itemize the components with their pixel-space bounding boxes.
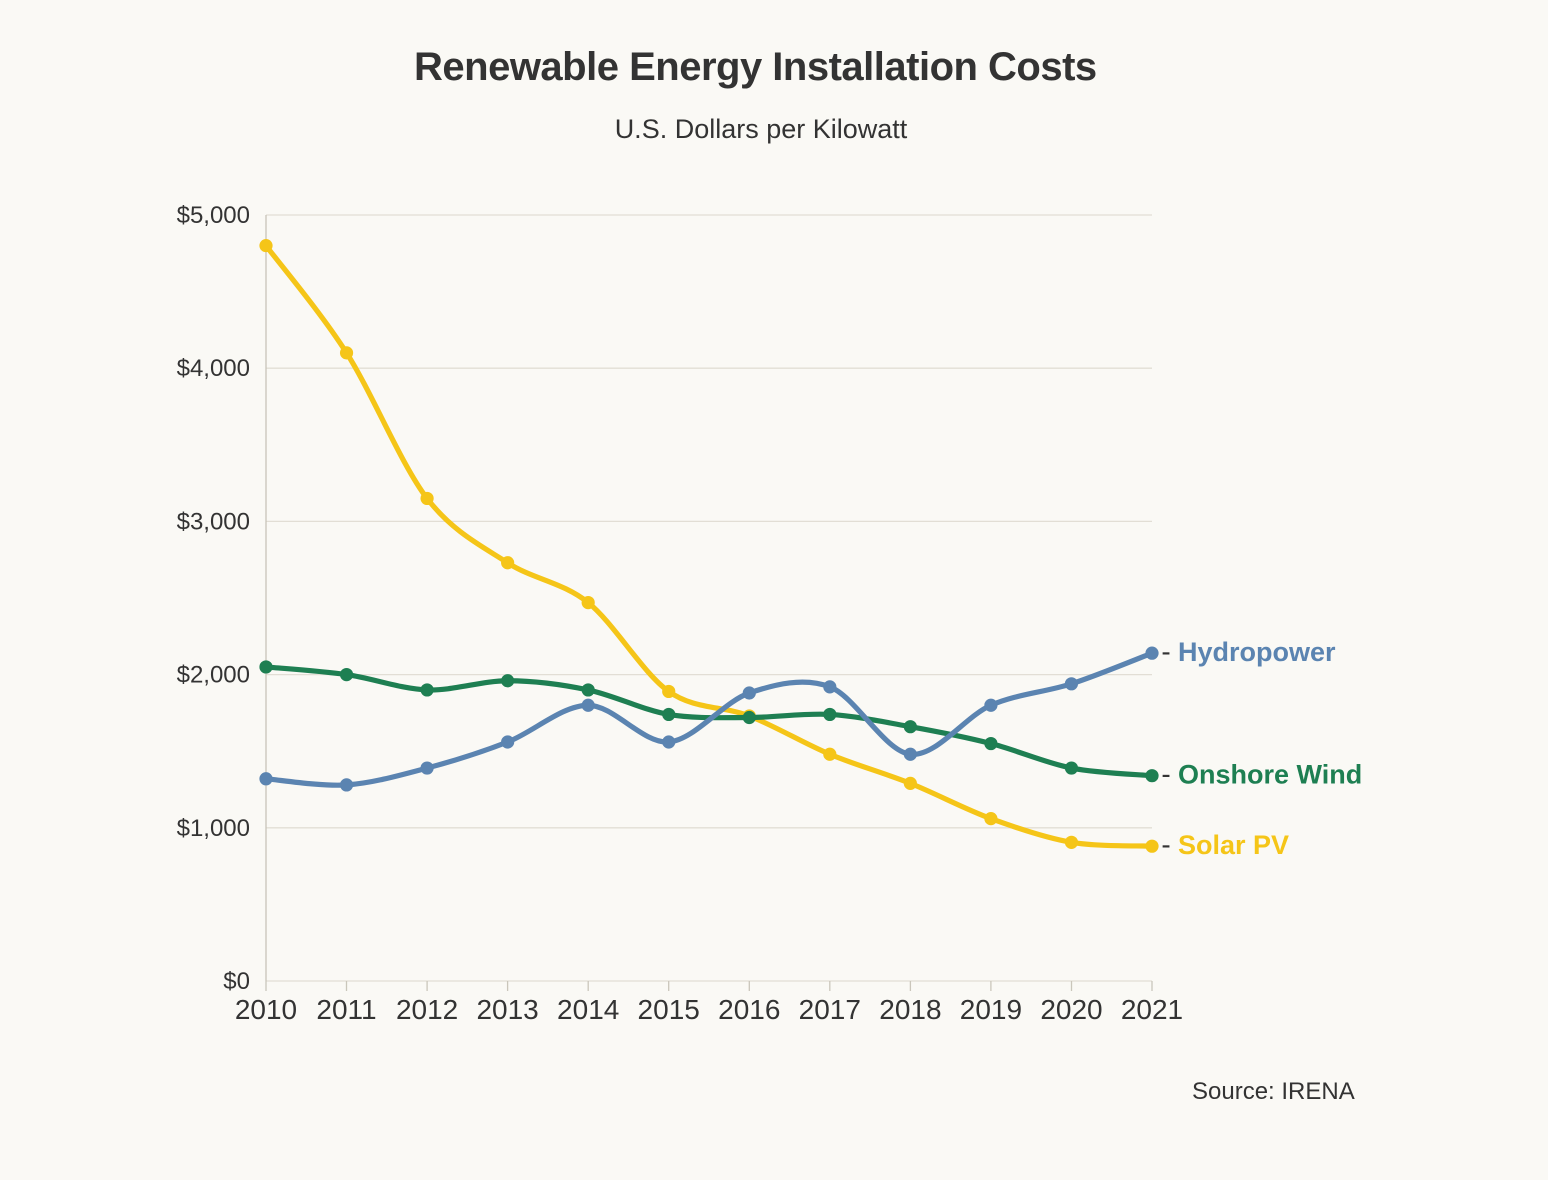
svg-text:-: - bbox=[1161, 829, 1170, 860]
svg-text:$3,000: $3,000 bbox=[177, 508, 250, 535]
svg-text:$4,000: $4,000 bbox=[177, 355, 250, 382]
svg-text:2020: 2020 bbox=[1040, 994, 1102, 1025]
svg-text:2017: 2017 bbox=[799, 994, 861, 1025]
svg-text:2012: 2012 bbox=[396, 994, 458, 1025]
svg-text:2014: 2014 bbox=[557, 994, 619, 1025]
svg-text:Hydropower: Hydropower bbox=[1178, 637, 1336, 667]
svg-text:$2,000: $2,000 bbox=[177, 662, 250, 689]
svg-text:Onshore Wind: Onshore Wind bbox=[1178, 760, 1362, 790]
svg-text:$0: $0 bbox=[223, 968, 250, 995]
svg-text:Solar PV: Solar PV bbox=[1178, 830, 1289, 860]
svg-text:-: - bbox=[1161, 759, 1170, 790]
svg-text:2010: 2010 bbox=[235, 994, 297, 1025]
svg-text:2015: 2015 bbox=[638, 994, 700, 1025]
svg-text:2019: 2019 bbox=[960, 994, 1022, 1025]
svg-text:2018: 2018 bbox=[879, 994, 941, 1025]
svg-text:2013: 2013 bbox=[476, 994, 538, 1025]
svg-text:-: - bbox=[1161, 636, 1170, 667]
svg-text:2021: 2021 bbox=[1121, 994, 1183, 1025]
svg-text:$1,000: $1,000 bbox=[177, 815, 250, 842]
svg-text:2016: 2016 bbox=[718, 994, 780, 1025]
svg-text:$5,000: $5,000 bbox=[177, 202, 250, 229]
svg-text:2011: 2011 bbox=[316, 994, 376, 1025]
